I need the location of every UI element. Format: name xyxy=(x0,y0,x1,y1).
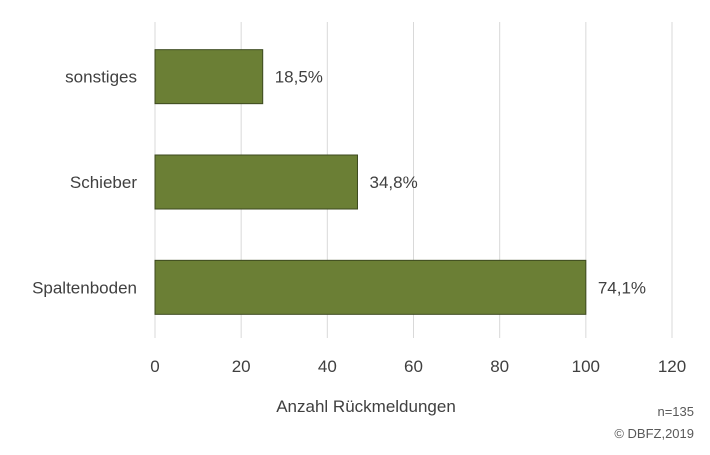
x-tick-labels: 0 20 40 60 80 100 120 xyxy=(150,357,686,376)
x-axis-title: Anzahl Rückmeldungen xyxy=(276,397,456,416)
category-labels: sonstiges Schieber Spaltenboden xyxy=(32,68,137,298)
copyright-note: © DBFZ,2019 xyxy=(614,426,694,441)
x-tick-label: 20 xyxy=(232,357,251,376)
category-label: Schieber xyxy=(70,173,137,192)
data-labels: 18,5% 34,8% 74,1% xyxy=(275,68,646,298)
x-tick-label: 0 xyxy=(150,357,159,376)
bar xyxy=(154,49,264,105)
bar xyxy=(154,259,587,315)
category-label: Spaltenboden xyxy=(32,278,137,297)
data-label: 18,5% xyxy=(275,68,323,87)
x-tick-label: 100 xyxy=(572,357,600,376)
category-label: sonstiges xyxy=(65,68,137,87)
bar xyxy=(154,154,358,210)
bars xyxy=(154,49,587,315)
data-label: 74,1% xyxy=(598,278,646,297)
x-tick-label: 40 xyxy=(318,357,337,376)
data-label: 34,8% xyxy=(369,173,417,192)
x-tick-label: 80 xyxy=(490,357,509,376)
x-tick-label: 120 xyxy=(658,357,686,376)
x-tick-label: 60 xyxy=(404,357,423,376)
sample-size-note: n=135 xyxy=(657,404,694,419)
